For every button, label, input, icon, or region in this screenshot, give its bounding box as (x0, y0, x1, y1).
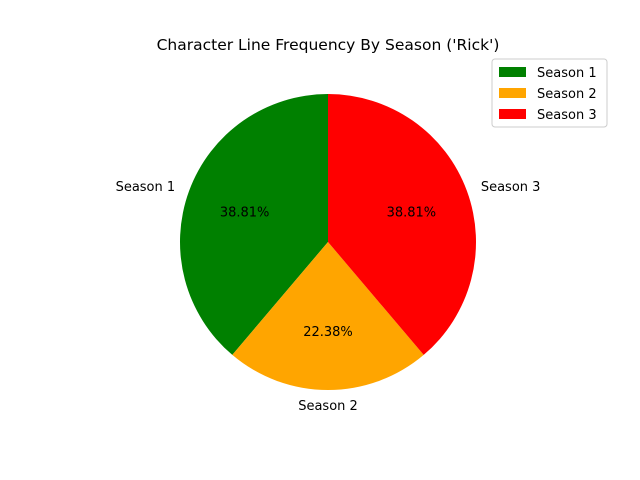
legend-swatch-1 (499, 67, 526, 77)
pie-slice-3 (328, 94, 476, 355)
slice-label-1: Season 1 (116, 180, 176, 195)
legend-swatch-2 (499, 88, 526, 98)
pie-slices (180, 94, 476, 391)
slice-label-3: Season 3 (481, 180, 541, 195)
pie-slice-1 (180, 94, 328, 355)
slice-percent-2: 22.38% (303, 325, 353, 340)
slice-percent-3: 38.81% (387, 205, 437, 220)
slice-percent-1: 38.81% (220, 205, 270, 220)
pie-labels: Season 1 38.81% Season 2 22.38% Season 3 38.8… (116, 180, 541, 414)
legend-swatch-3 (499, 109, 526, 119)
legend-label-1: Season 1 (537, 66, 597, 81)
slice-label-2: Season 2 (298, 399, 358, 414)
pie-slice-2 (232, 242, 424, 391)
legend-label-3: Season 3 (537, 108, 597, 123)
legend: Season 1 Season 2 Season 3 (491, 58, 608, 128)
chart-title: Character Line Frequency By Season ('Ric… (157, 36, 500, 54)
legend-label-2: Season 2 (537, 87, 597, 102)
